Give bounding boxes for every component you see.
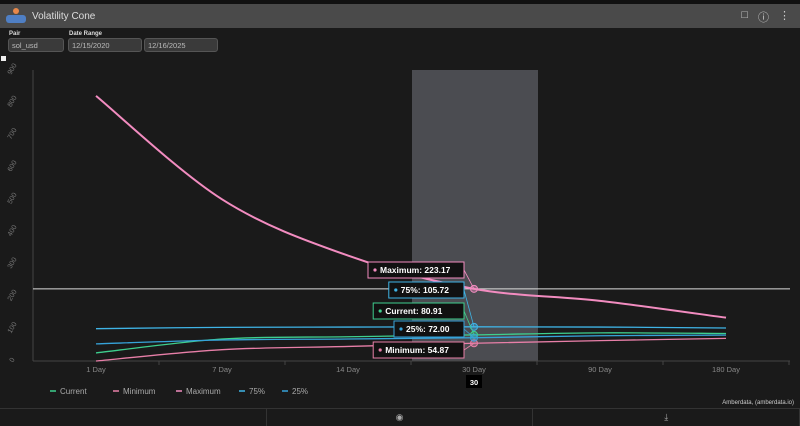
tooltip-box bbox=[388, 281, 465, 299]
tooltip-maximum: Maximum: 223.17 bbox=[367, 261, 475, 290]
tooltip-marker bbox=[399, 327, 403, 331]
x-hover-label-box bbox=[466, 375, 482, 388]
tooltip-box bbox=[372, 341, 465, 359]
tooltip-box bbox=[393, 320, 465, 338]
amberdata-logo bbox=[5, 8, 27, 24]
tooltip-text: Current: 80.91 bbox=[385, 306, 442, 316]
pair-label: Pair bbox=[9, 31, 21, 37]
legend-item-minimum[interactable]: Minimum bbox=[113, 387, 156, 396]
tooltip-connector bbox=[463, 269, 475, 290]
y-tick-label: 300 bbox=[7, 256, 19, 270]
y-tick-label: 700 bbox=[7, 127, 19, 141]
legend-label: Maximum bbox=[186, 387, 221, 396]
footer-spacer bbox=[0, 409, 267, 426]
pair-input[interactable]: sol_usd bbox=[8, 38, 64, 52]
screen-top bbox=[0, 0, 800, 4]
start-date-input[interactable]: 12/15/2020 bbox=[68, 38, 142, 52]
x-tick-label: 1 Day bbox=[86, 365, 106, 374]
tooltip-box bbox=[367, 261, 465, 279]
info-icon[interactable]: ⓘ bbox=[758, 12, 769, 24]
camera-icon: ◉ bbox=[395, 412, 404, 422]
more-icon[interactable]: ⋮ bbox=[779, 10, 790, 22]
y-tick-label: 800 bbox=[7, 95, 19, 109]
x-tick-label: 90 Day bbox=[588, 365, 612, 374]
tooltip-connector bbox=[463, 328, 475, 339]
x-tick-label: 30 Day bbox=[462, 365, 486, 374]
tooltip-connector bbox=[463, 310, 475, 335]
window-titlebar: Volatility Cone □ ⓘ ⋮ bbox=[0, 4, 800, 28]
y-tick-label: 200 bbox=[7, 289, 19, 303]
x-tick-label: 14 Day bbox=[336, 365, 360, 374]
tooltip-75pct: 75%: 105.72 bbox=[388, 281, 475, 327]
y-tick-label: 100 bbox=[7, 321, 19, 335]
y-tick-label: 0 bbox=[9, 357, 17, 364]
legend-item-maximum[interactable]: Maximum bbox=[176, 387, 221, 396]
tooltip-text: 75%: 105.72 bbox=[401, 285, 449, 295]
y-tick-label: 600 bbox=[7, 159, 19, 173]
screenshot-button[interactable]: ◉ bbox=[267, 409, 534, 426]
y-tick-label: 900 bbox=[7, 62, 19, 76]
legend-label: 75% bbox=[249, 387, 265, 396]
x-tick-label: 7 Day bbox=[212, 365, 232, 374]
credit-text: Amberdata, (amberdata.io) bbox=[722, 400, 794, 406]
tooltip-25pct: 25%: 72.00 bbox=[393, 320, 475, 339]
tooltip-current: Current: 80.91 bbox=[372, 302, 475, 335]
y-tick-label: 400 bbox=[7, 224, 19, 238]
window-title: Volatility Cone bbox=[32, 10, 96, 22]
legend-label: Current bbox=[60, 387, 87, 396]
legend-item-current[interactable]: Current bbox=[50, 387, 87, 396]
series-line-25pct bbox=[95, 334, 727, 345]
legend-label: Minimum bbox=[123, 387, 156, 396]
tooltip-minimum: Minimum: 54.87 bbox=[372, 341, 475, 359]
tooltip-marker bbox=[378, 309, 382, 313]
y-tick-label: 500 bbox=[7, 192, 19, 206]
legend-label: 25% bbox=[292, 387, 308, 396]
tooltip-marker bbox=[378, 348, 382, 352]
legend-item-75pct[interactable]: 75% bbox=[239, 387, 265, 396]
tooltip-box bbox=[372, 302, 465, 320]
tooltip-connector bbox=[463, 342, 475, 351]
tooltip-text: Maximum: 223.17 bbox=[380, 265, 451, 275]
download-button[interactable]: ⤓ bbox=[533, 409, 800, 426]
reset-zoom-button[interactable] bbox=[1, 56, 6, 61]
x-hover-label: 30 bbox=[470, 378, 478, 387]
bookmark-icon[interactable]: □ bbox=[741, 9, 748, 21]
download-icon: ⤓ bbox=[664, 412, 669, 422]
tooltip-marker bbox=[394, 288, 398, 292]
date-range-label: Date Range bbox=[69, 31, 103, 37]
tooltip-connector bbox=[463, 289, 475, 327]
tooltip-marker bbox=[373, 268, 377, 272]
volatility-cone-chart: 0 100 200 300 400 500 600 700 800 900 1 Day 7 Day 14… bbox=[7, 62, 790, 396]
tooltip-text: Minimum: 54.87 bbox=[385, 345, 449, 355]
tooltip-text: 25%: 72.00 bbox=[406, 324, 450, 334]
end-date-input[interactable]: 12/16/2025 bbox=[144, 38, 218, 52]
x-tick-label: 180 Day bbox=[712, 365, 740, 374]
footer-toolbar: ◉ ⤓ bbox=[0, 408, 800, 426]
legend-item-25pct[interactable]: 25% bbox=[282, 387, 308, 396]
